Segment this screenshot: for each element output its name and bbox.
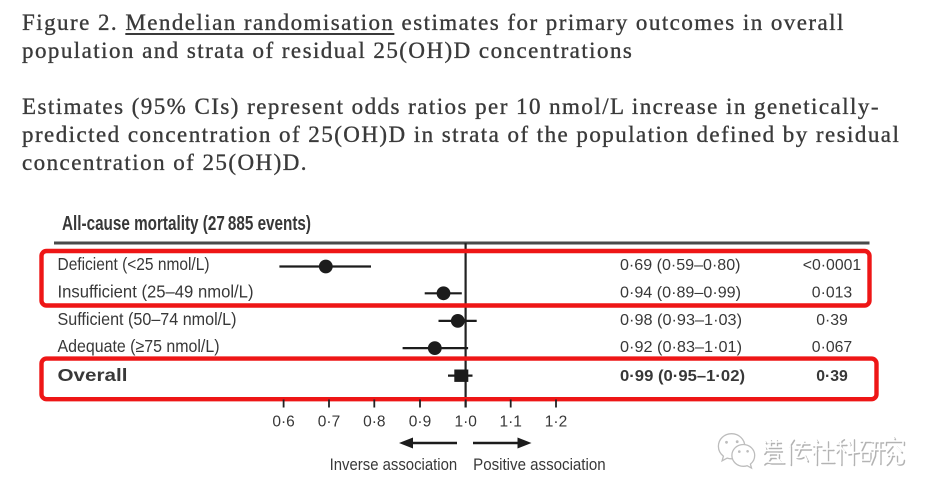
svg-text:0·39: 0·39 (816, 368, 848, 385)
svg-text:0·69 (0·59–0·80): 0·69 (0·59–0·80) (620, 257, 741, 274)
svg-text:1·1: 1·1 (499, 414, 521, 431)
svg-text:Insufficient (25–49 nmol/L): Insufficient (25–49 nmol/L) (58, 282, 254, 302)
svg-text:Inverse association: Inverse association (330, 456, 458, 474)
svg-text:Adequate (≥75 nmol/L): Adequate (≥75 nmol/L) (58, 336, 220, 356)
svg-text:Deficient (<25 nmol/L): Deficient (<25 nmol/L) (58, 254, 210, 274)
svg-text:0·92 (0·83–1·01): 0·92 (0·83–1·01) (620, 339, 742, 356)
svg-text:0·39: 0·39 (816, 312, 848, 329)
svg-text:Positive association: Positive association (473, 456, 606, 474)
svg-text:0·067: 0·067 (812, 339, 852, 356)
svg-text:0·99 (0·95–1·02): 0·99 (0·95–1·02) (620, 368, 745, 385)
svg-text:1·0: 1·0 (454, 414, 477, 431)
svg-text:0·013: 0·013 (812, 285, 853, 302)
svg-text:0·6: 0·6 (272, 414, 294, 431)
svg-text:0·7: 0·7 (318, 414, 340, 431)
svg-text:<0·0001: <0·0001 (803, 257, 862, 274)
svg-text:0·8: 0·8 (363, 414, 385, 431)
svg-text:1·2: 1·2 (545, 414, 567, 431)
svg-text:0·9: 0·9 (409, 414, 431, 431)
svg-text:Sufficient (50–74 nmol/L): Sufficient (50–74 nmol/L) (58, 309, 237, 329)
svg-text:All-cause mortality (27 885 ev: All-cause mortality (27 885 events) (62, 213, 311, 235)
svg-text:Overall: Overall (58, 365, 128, 385)
svg-text:0·94 (0·89–0·99): 0·94 (0·89–0·99) (620, 285, 741, 302)
svg-text:0·98 (0·93–1·03): 0·98 (0·93–1·03) (620, 312, 742, 329)
